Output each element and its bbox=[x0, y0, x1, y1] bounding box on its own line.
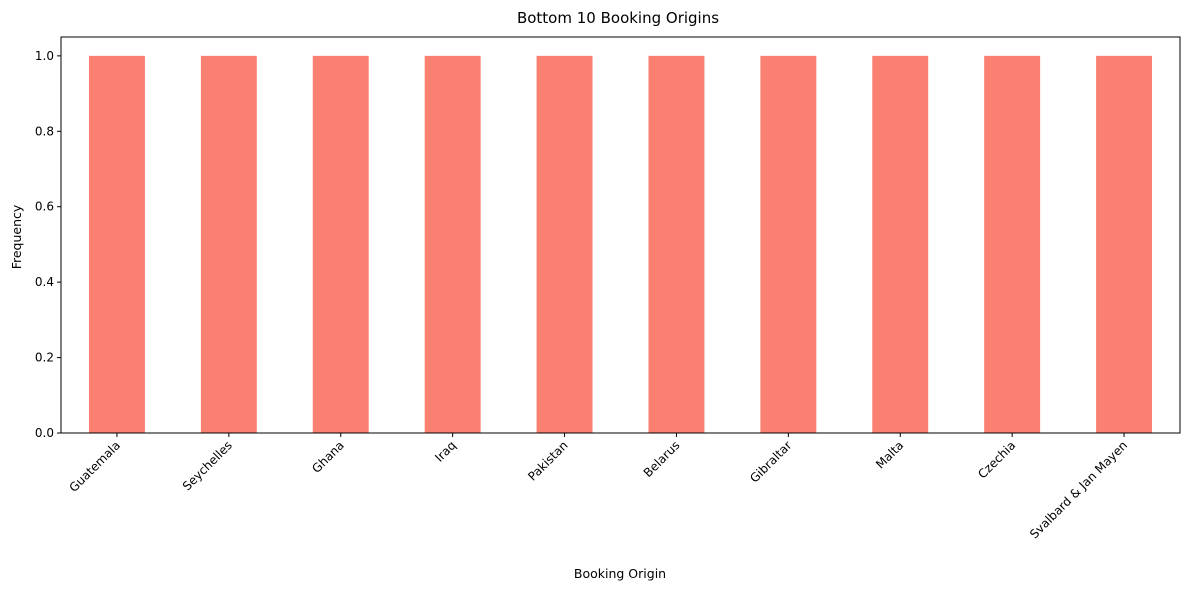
plot-area bbox=[60, 36, 1181, 434]
y-tick-label: 1.0 bbox=[35, 49, 54, 63]
x-tick-label: Guatemala bbox=[66, 438, 123, 495]
bar-ghana bbox=[312, 55, 369, 434]
x-tick-label: Belarus bbox=[641, 438, 683, 480]
bar-iraq bbox=[424, 55, 481, 434]
x-tick-label: Gibraltar bbox=[747, 438, 794, 485]
y-tick-label: 0.2 bbox=[35, 351, 54, 365]
x-tick-label: Ghana bbox=[309, 438, 347, 476]
x-tick-label: Svalbard & Jan Mayen bbox=[1027, 438, 1130, 541]
y-tick-label: 0.8 bbox=[35, 124, 54, 138]
y-tick-label: 0.6 bbox=[35, 200, 54, 214]
plot-frame bbox=[60, 36, 1181, 434]
x-tick-label: Seychelles bbox=[180, 438, 235, 493]
x-tick-label: Iraq bbox=[432, 438, 458, 464]
bar-svalbard-jan-mayen bbox=[1096, 55, 1153, 434]
x-tick-label: Czechia bbox=[975, 438, 1018, 481]
y-tick-label: 0.0 bbox=[35, 426, 54, 440]
bar-pakistan bbox=[536, 55, 593, 434]
x-axis: Guatemala Seychelles Ghana Iraq Pakistan Bela… bbox=[66, 433, 1130, 541]
y-axis-label: Frequency bbox=[9, 204, 24, 269]
bar-gibraltar bbox=[760, 55, 817, 434]
x-tick-label: Pakistan bbox=[525, 438, 570, 483]
chart-title: Bottom 10 Booking Origins bbox=[517, 9, 719, 27]
y-tick-label: 0.4 bbox=[35, 275, 54, 289]
bar-seychelles bbox=[200, 55, 257, 434]
bar-czechia bbox=[984, 55, 1041, 434]
x-axis-label: Booking Origin bbox=[574, 566, 666, 581]
y-axis: 0.0 0.2 0.4 0.6 0.8 1.0 bbox=[35, 49, 61, 440]
x-tick-label: Malta bbox=[873, 438, 906, 471]
bar-guatemala bbox=[88, 55, 145, 434]
bar-belarus bbox=[648, 55, 705, 434]
bar-malta bbox=[872, 55, 929, 434]
